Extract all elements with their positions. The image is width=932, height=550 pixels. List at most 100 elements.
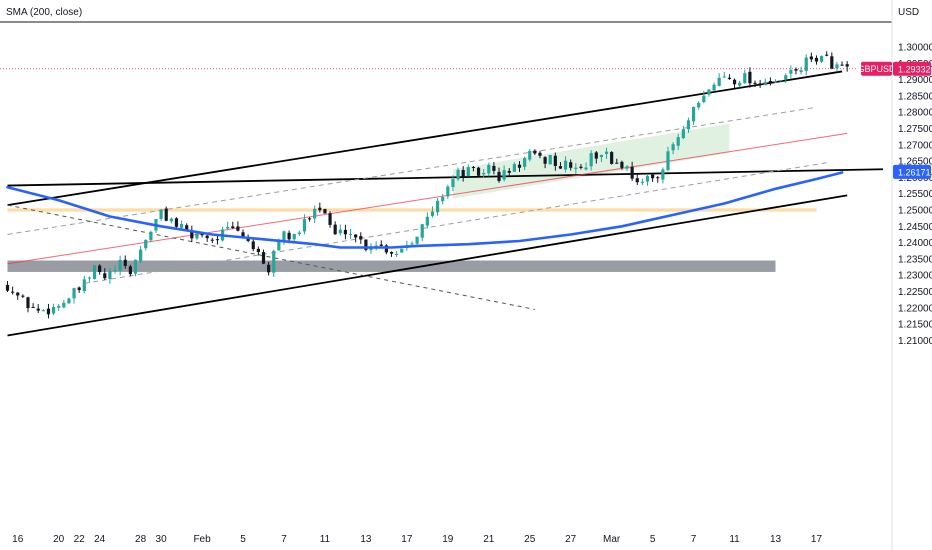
candle-up [697,102,701,108]
candle-up [410,243,414,245]
date-tick-label: 20 [53,534,65,545]
date-tick-label: 13 [360,534,372,545]
level-tag-value: 1.26171 [898,167,931,177]
price-tick-label: 1.23000 [898,271,932,282]
date-tick-label: 5 [650,534,656,545]
candle-up [139,249,143,262]
candle-up [456,169,460,180]
date-tick-label: 24 [94,534,106,545]
candle-up [149,231,153,241]
candle-down [205,235,209,239]
date-tick-label: 28 [135,534,147,545]
candle-up [118,259,122,271]
candle-down [333,224,337,235]
last-price-value: 1.29332 [898,64,931,74]
candle-up [179,223,184,228]
candle-down [543,157,547,164]
indicator-title[interactable]: SMA (200, close) [6,7,82,18]
candle-up [62,302,66,308]
candle-up [430,211,435,216]
price-tick-label: 1.28500 [898,91,932,102]
candle-up [82,279,86,292]
candle-down [261,252,266,264]
candle-up [195,233,199,239]
candle-down [236,226,240,231]
candle-up [302,219,307,232]
candle-up [67,298,71,304]
candle-up [722,76,726,78]
candle-down [251,241,255,250]
candle-down [46,308,51,315]
date-tick-label: 21 [483,534,495,545]
candle-down [231,226,235,229]
candle-down [845,64,849,67]
candle-down [809,56,813,60]
candle-down [732,79,737,85]
candle-up [773,81,778,83]
level-tag [893,164,931,179]
candle-up [72,288,76,299]
candle-down [497,171,501,181]
candle-up [338,229,342,234]
candle-down [753,82,757,84]
candle-up [297,232,301,235]
candle-up [645,176,650,182]
candle-up [676,137,680,146]
candle-up [87,277,92,279]
symbol-tag [861,61,892,76]
candle-up [584,167,588,170]
candle-down [610,152,614,164]
candle-up [133,259,138,274]
candle-down [384,245,388,253]
candle-down [768,80,772,83]
candle-down [16,292,20,296]
dashed_black-line-6 [7,204,535,310]
candle-up [523,158,527,167]
candle-down [492,165,496,171]
candle-up [435,200,440,213]
candle-up [395,253,399,255]
candle-down [123,259,127,266]
price-tick-label: 1.27000 [898,140,932,151]
candle-down [507,170,511,173]
candle-down [364,239,368,250]
candle-up [789,69,793,74]
candle-up [51,306,56,314]
currency-label[interactable]: USD [898,7,919,18]
channel_mid-line-3 [7,132,848,265]
candle-down [185,225,189,230]
candle-up [589,153,593,167]
price-tick-label: 1.26500 [898,157,932,168]
time-axis[interactable]: 16 20 22 24 28 30 Feb 5 7 11 13 17 19 21 25 27 Mar 5 7 11 13… [12,534,822,545]
candle-down [11,291,15,293]
candle-down [830,56,834,69]
candle-down [461,170,465,177]
candle-up [108,271,112,279]
candle-down [210,239,214,241]
candle-down [307,218,312,220]
date-tick-label: 5 [240,534,246,545]
candle-up [466,167,470,177]
candle-up [599,154,604,158]
candle-down [476,167,481,176]
candle-down [558,166,563,169]
date-tick-label: 19 [442,534,454,545]
date-tick-label: 7 [691,534,697,545]
price-tick-label: 1.25000 [898,206,932,217]
candle-down [579,166,583,168]
candle-up [277,241,281,251]
price-tick-label: 1.28000 [898,108,932,119]
candle-down [389,251,394,254]
candle-up [415,236,419,244]
candle-down [287,232,291,240]
candle-up [144,239,148,249]
candle-down [533,150,537,154]
candle-up [835,64,839,69]
price-axis[interactable]: 1.21000 1.21500 1.22000 1.22500 1.23000 1.235… [893,22,932,550]
date-tick-label: 13 [770,534,782,545]
candle-down [794,69,798,71]
candle-up [41,310,45,312]
candle-down [77,287,81,291]
candle-up [799,70,803,73]
